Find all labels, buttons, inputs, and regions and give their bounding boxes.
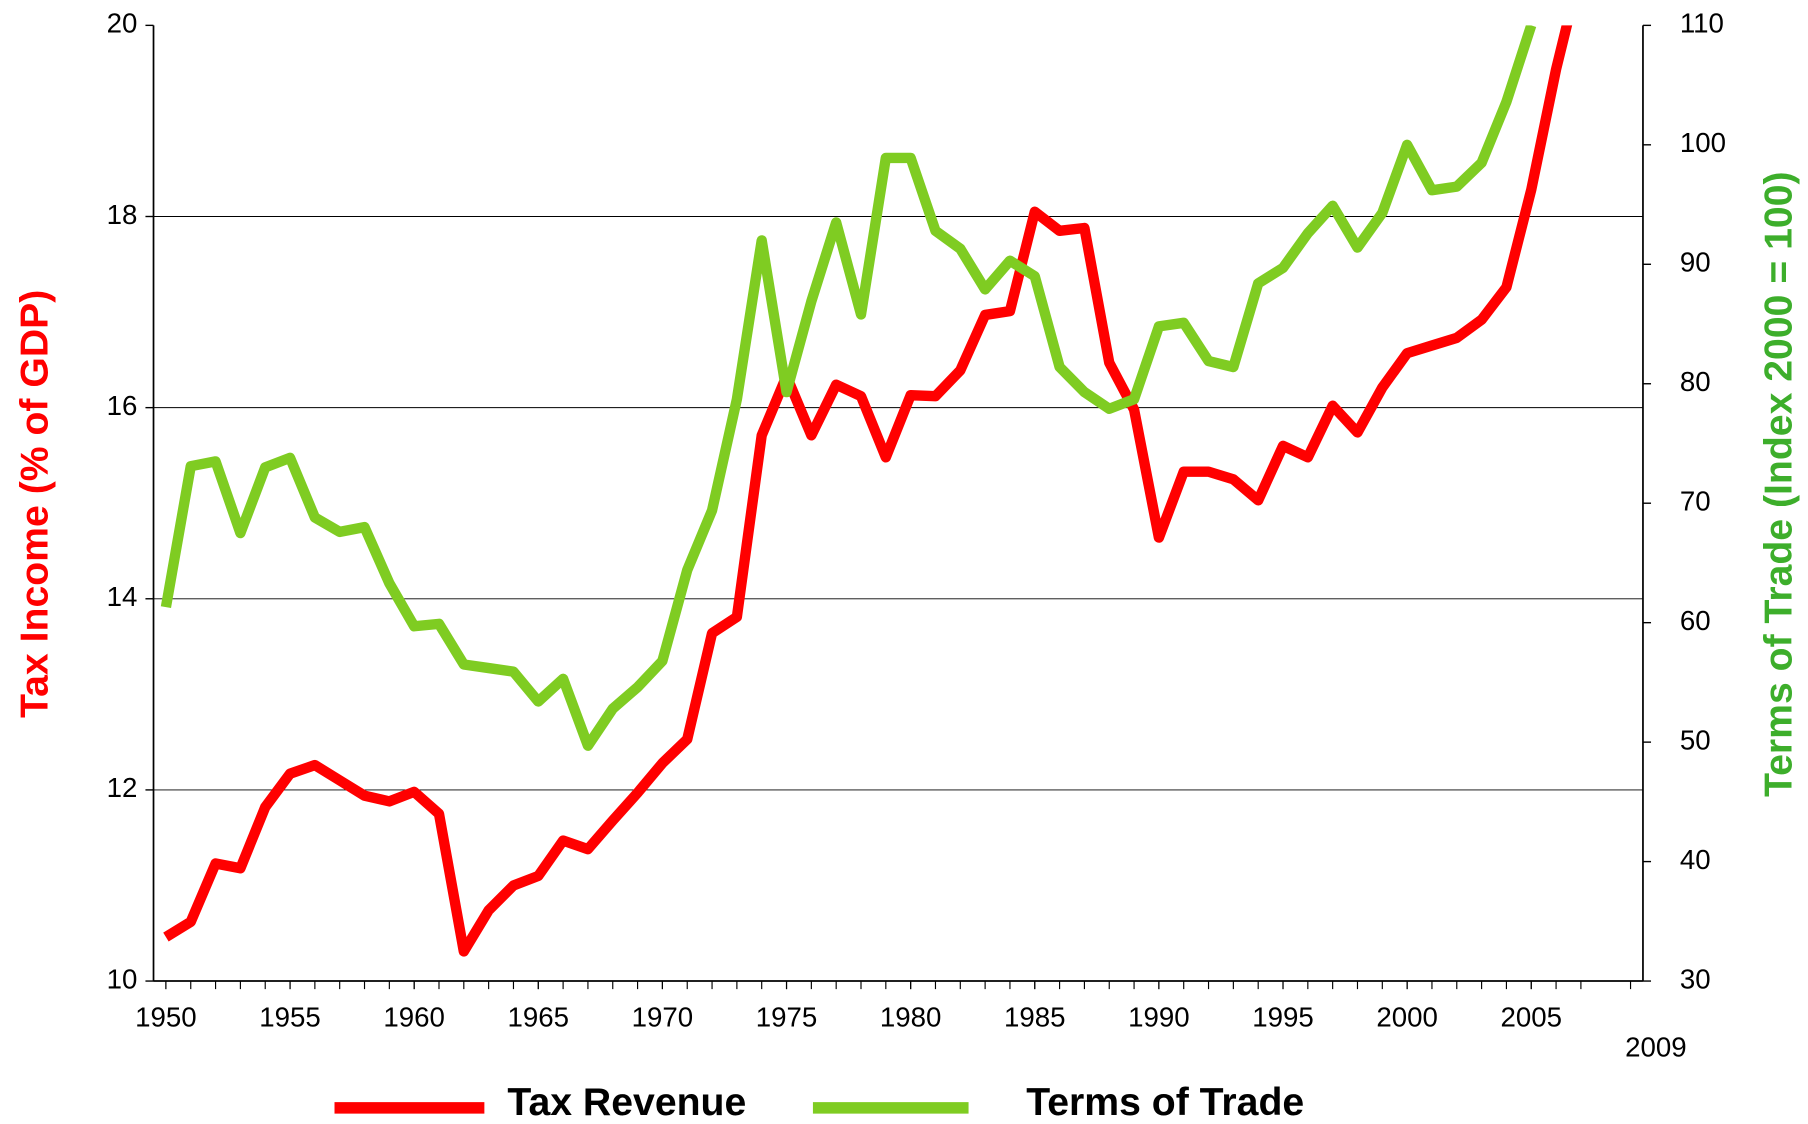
- y-tick-label: 14: [107, 581, 138, 612]
- y2-tick-label: 110: [1680, 8, 1724, 39]
- legend-label: Terms of Trade: [1026, 1081, 1304, 1124]
- y-tick-label: 20: [107, 8, 138, 39]
- x-tick-label: 1975: [756, 1001, 818, 1032]
- legend-label: Tax Revenue: [507, 1081, 746, 1124]
- x-tick-label: 1995: [1252, 1001, 1314, 1032]
- y2-tick-label: 40: [1680, 844, 1711, 875]
- x-tick-label: 1980: [880, 1001, 942, 1032]
- series-line: [163, 25, 1573, 957]
- y2-tick-label: 70: [1680, 486, 1711, 517]
- x-tick-label: 1970: [632, 1001, 694, 1032]
- x-tick-label: 1950: [135, 1001, 197, 1032]
- y-tick-label: 10: [107, 963, 138, 994]
- y-tick-label: 16: [107, 390, 138, 421]
- x-tick-label: 2009: [1625, 1031, 1687, 1062]
- y-tick-label: 18: [107, 199, 138, 230]
- x-tick-label: 1985: [1004, 1001, 1066, 1032]
- x-tick-label: 1965: [508, 1001, 570, 1032]
- x-tick-label: 2000: [1376, 1001, 1438, 1032]
- plot-area: [160, 25, 1573, 957]
- x-tick-label: 2005: [1500, 1001, 1562, 1032]
- y2-axis-label: Terms of Trade (Index 2000 = 100): [1758, 171, 1801, 796]
- y2-tick-label: 60: [1680, 605, 1711, 636]
- y2-tick-label: 80: [1680, 366, 1711, 397]
- y2-tick-label: 30: [1680, 963, 1711, 994]
- series-line: [160, 25, 1537, 751]
- y-axis-label: Tax Income (% of GDP): [13, 290, 56, 718]
- y2-tick-label: 50: [1680, 724, 1711, 755]
- x-tick-label: 1955: [259, 1001, 321, 1032]
- y-tick-label: 12: [107, 772, 138, 803]
- y2-tick-label: 100: [1680, 127, 1726, 158]
- x-tick-label: 1990: [1128, 1001, 1190, 1032]
- x-tick-label: 1960: [383, 1001, 445, 1032]
- y2-tick-label: 90: [1680, 247, 1711, 278]
